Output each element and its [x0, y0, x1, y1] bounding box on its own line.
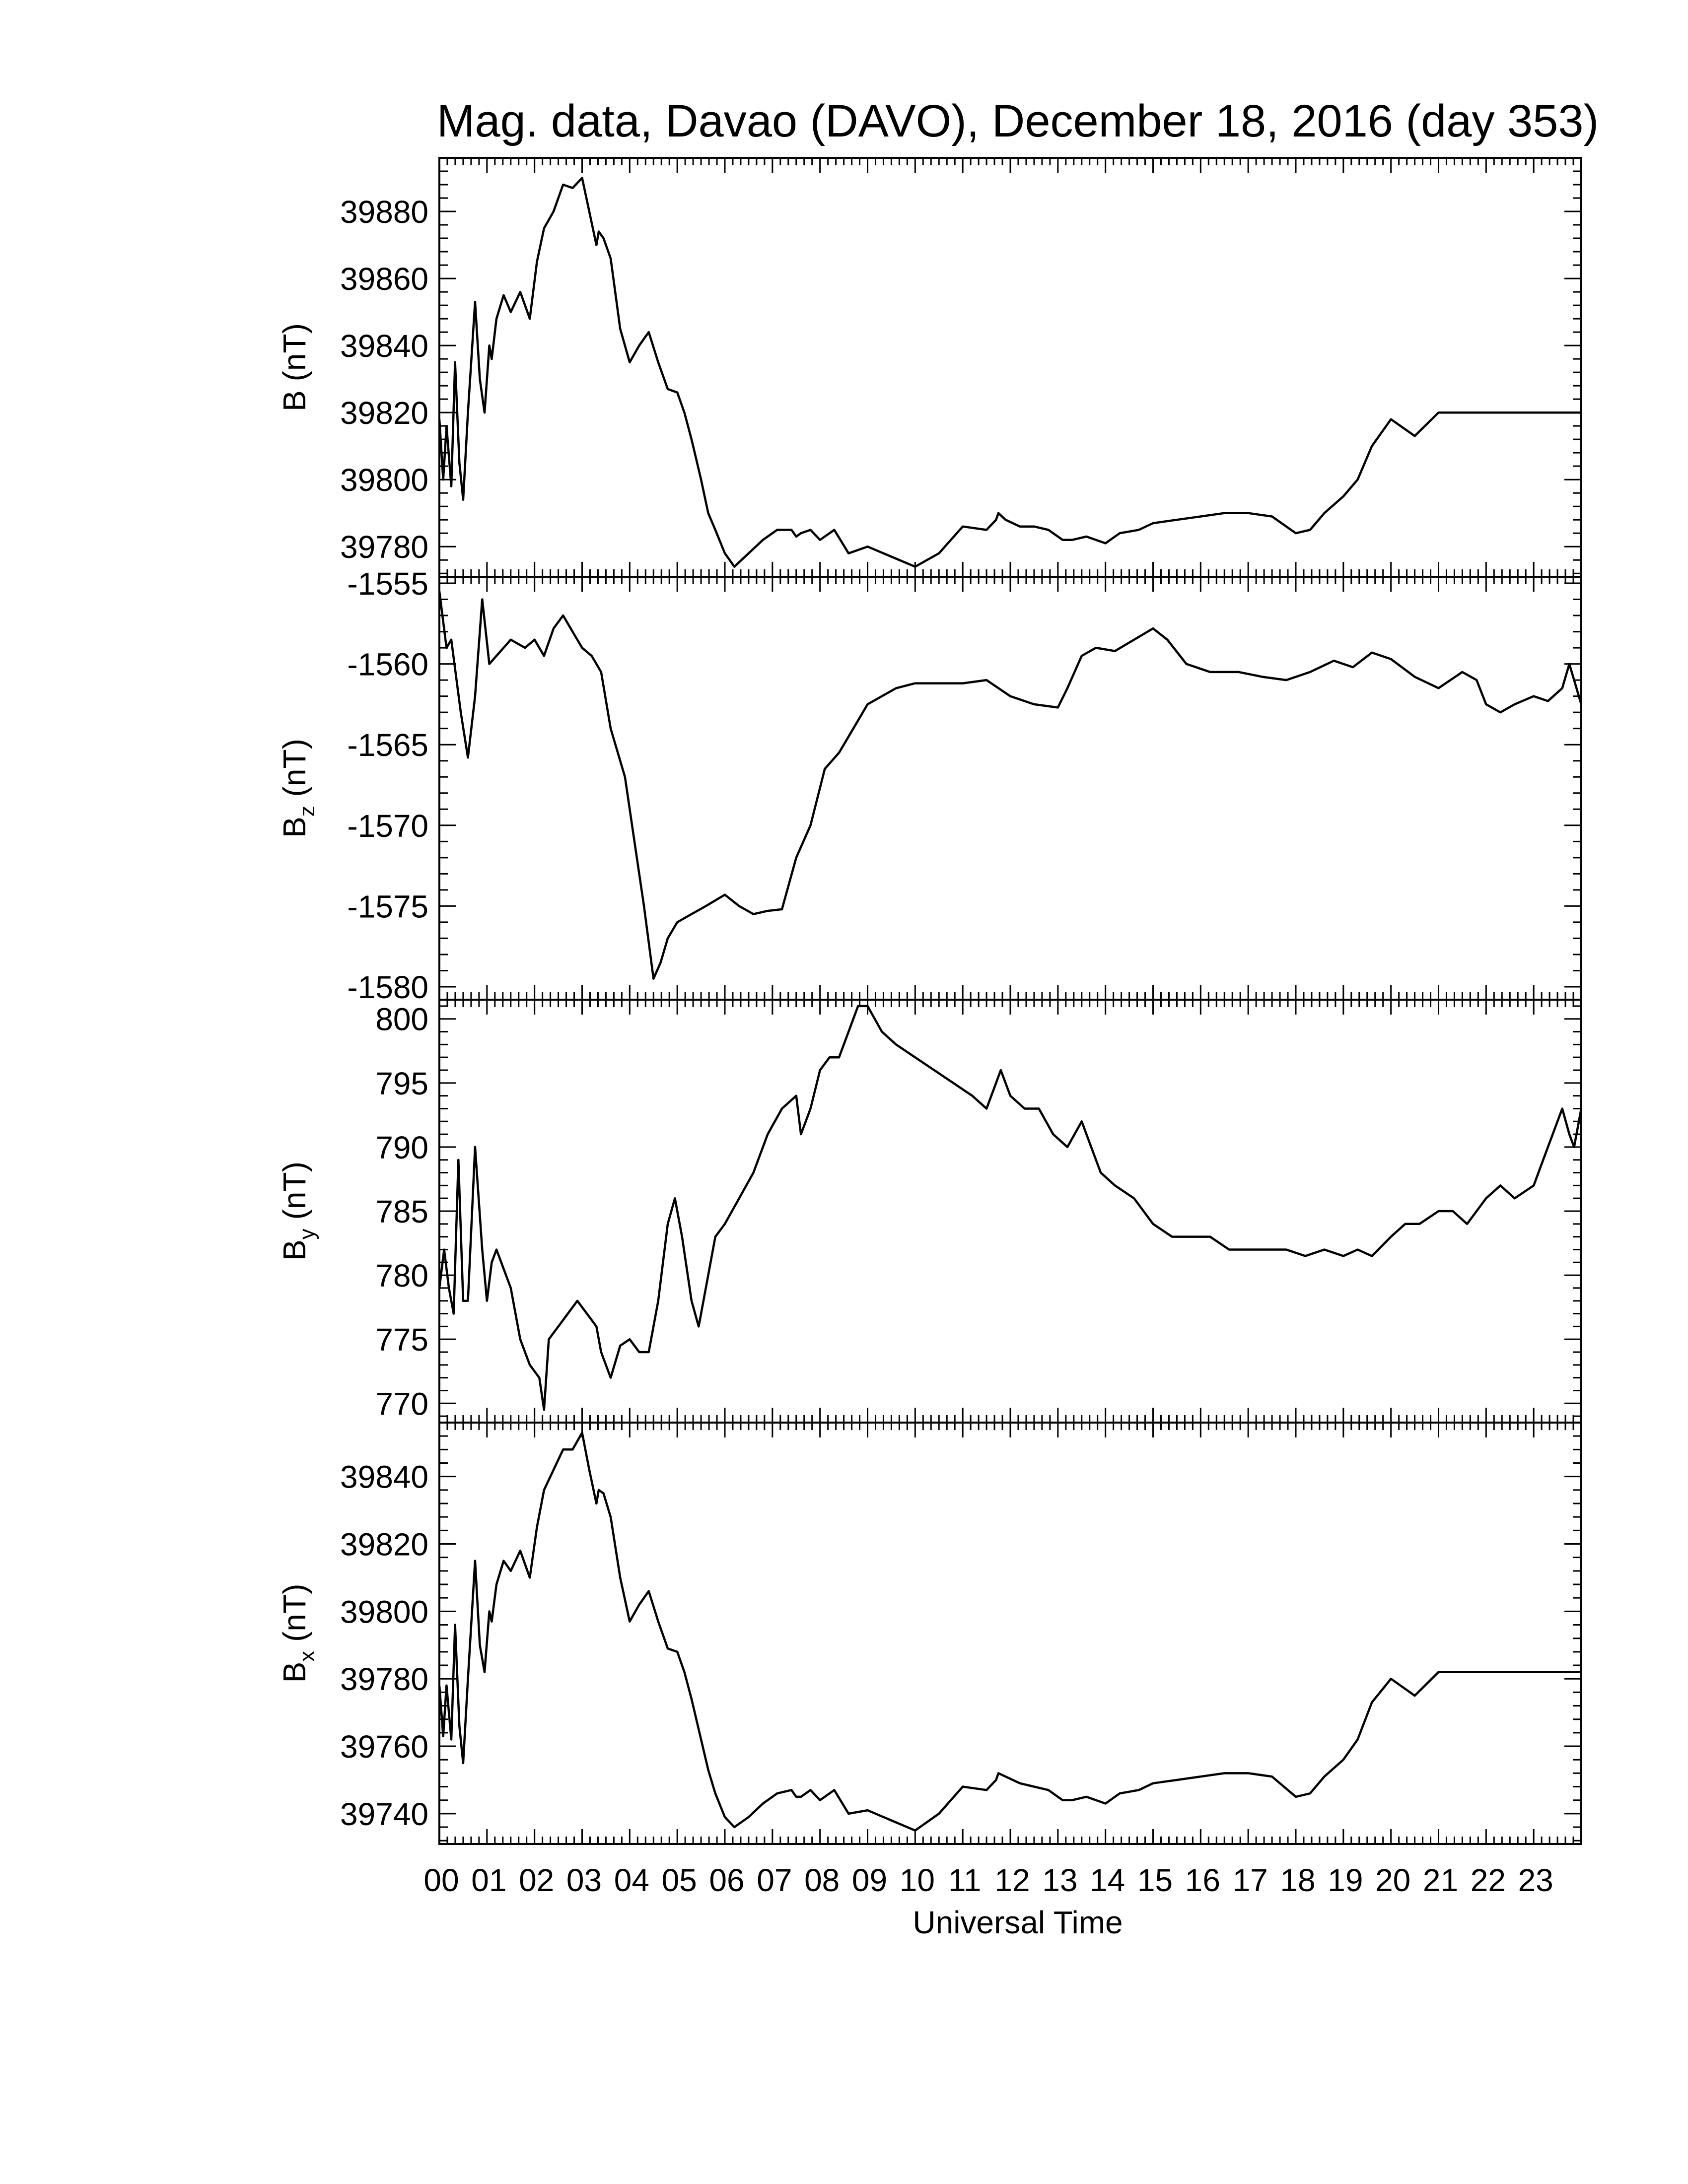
- x-tick-label: 17: [1233, 1862, 1268, 1898]
- y-tick-label: 39820: [340, 395, 428, 431]
- y-tick-label: 800: [375, 1002, 428, 1037]
- y-tick-label: 780: [375, 1258, 428, 1294]
- y-tick-label: 39860: [340, 261, 428, 297]
- x-tick-label: 05: [662, 1862, 697, 1898]
- x-tick-label: 14: [1090, 1862, 1125, 1898]
- x-tick-label: 07: [757, 1862, 792, 1898]
- y-tick-label: -1575: [347, 888, 428, 924]
- panel-frame: [438, 1422, 1582, 1845]
- x-tick-label: 08: [804, 1862, 840, 1898]
- panel-1: 39780 39800 39820 39840 39860 39880 B (nT): [277, 157, 1582, 578]
- x-tick-label: 02: [519, 1862, 554, 1898]
- y-tick-label: -1570: [347, 808, 428, 844]
- x-tick-label: 15: [1137, 1862, 1173, 1898]
- series-line-panel-1: [438, 177, 1581, 568]
- y-tick-label: 39760: [340, 1729, 428, 1765]
- y-tick-label: 39800: [340, 1594, 428, 1630]
- y-tick-label: 770: [375, 1386, 428, 1422]
- y-tick-label: -1560: [347, 647, 428, 682]
- x-tick-label: 23: [1518, 1862, 1553, 1898]
- x-tick-label: 19: [1328, 1862, 1363, 1898]
- y-tick-label: 795: [375, 1066, 428, 1101]
- series-line-panel-4: [438, 1432, 1581, 1832]
- y-tick-label: 790: [375, 1130, 428, 1165]
- y-tick-label: -1555: [347, 566, 428, 602]
- chart-title: Mag. data, Davao (DAVO), December 18, 20…: [437, 96, 1599, 146]
- panel-2: -1555 -1560 -1565 -1570 -1575 -1580 Bz (nT): [277, 566, 1583, 1005]
- series-line-panel-3: [438, 1005, 1583, 1411]
- x-tick-label: 16: [1185, 1862, 1220, 1898]
- y-tick-label: 39840: [340, 328, 428, 364]
- x-tick-label: 18: [1280, 1862, 1315, 1898]
- y-tick-label: 39780: [340, 1661, 428, 1697]
- x-tick-label: 12: [994, 1862, 1030, 1898]
- x-tick-label: 20: [1375, 1862, 1410, 1898]
- x-tick-label: 04: [614, 1862, 649, 1898]
- y-tick-label: 39740: [340, 1796, 428, 1832]
- panels: 39780 39800 39820 39840 39860 39880 B (nT) -155…: [277, 157, 1583, 1845]
- y-axis-label: By (nT): [277, 1161, 319, 1261]
- x-tick-label: 06: [709, 1862, 744, 1898]
- y-tick-label: 775: [375, 1322, 428, 1358]
- x-tick-label: 03: [566, 1862, 602, 1898]
- x-tick-label: 01: [471, 1862, 506, 1898]
- y-axis-label: B (nT): [277, 323, 312, 411]
- y-tick-label: 39800: [340, 462, 428, 498]
- y-tick-label: 785: [375, 1194, 428, 1229]
- x-tick-label: 10: [900, 1862, 935, 1898]
- y-tick-label: 39780: [340, 529, 428, 565]
- panel-4: 39740 39760 39780 39800 39820 39840 Bx (nT): [277, 1422, 1582, 1845]
- x-tick-label: 22: [1471, 1862, 1506, 1898]
- y-tick-label: 39880: [340, 194, 428, 230]
- x-tick-label: 09: [852, 1862, 887, 1898]
- y-tick-label: 39820: [340, 1527, 428, 1563]
- x-axis-title: Universal Time: [913, 1905, 1123, 1940]
- x-tick-label: 13: [1042, 1862, 1077, 1898]
- x-tick-label: 21: [1423, 1862, 1458, 1898]
- y-tick-label: -1580: [347, 969, 428, 1005]
- panel-3: 770 775 780 785 790 795 800 By (nT): [277, 999, 1583, 1424]
- series-line-panel-2: [438, 591, 1583, 980]
- y-axis-label: Bx (nT): [277, 1584, 319, 1683]
- x-tick-label: 11: [948, 1862, 981, 1898]
- y-tick-label: -1565: [347, 727, 428, 763]
- y-tick-label: 39840: [340, 1459, 428, 1495]
- x-tick-label: 00: [423, 1862, 459, 1898]
- x-tick-labels: 00 01 02 03 04 05 06 07 08 09 10 11 12 13 14 15 16 17 18 19…: [423, 1862, 1553, 1898]
- y-axis-label: Bz (nT): [277, 739, 319, 838]
